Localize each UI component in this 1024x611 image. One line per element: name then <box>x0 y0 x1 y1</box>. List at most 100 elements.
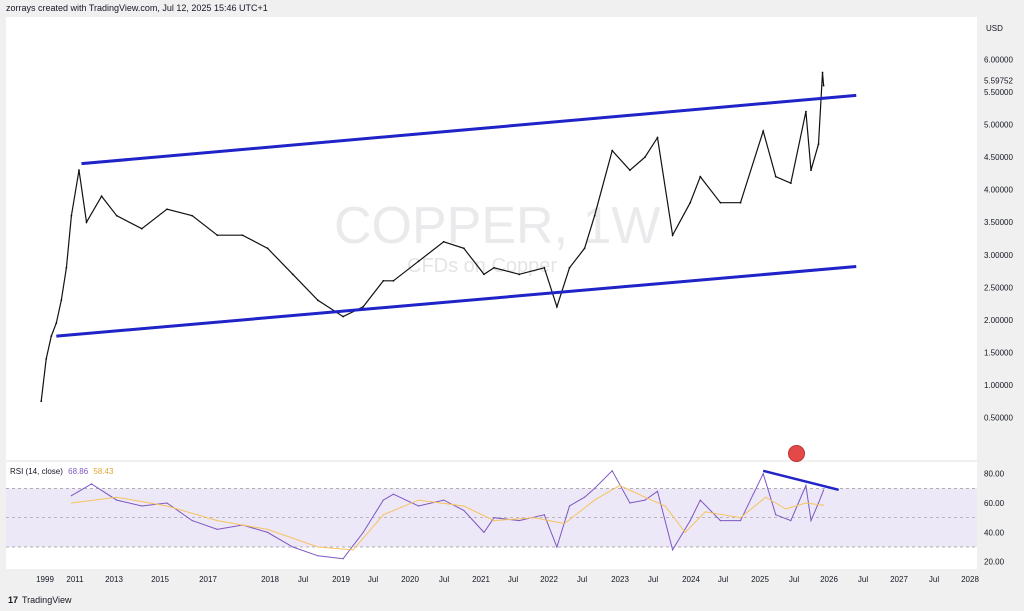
price-series-line <box>40 72 825 402</box>
price-point-22 <box>392 279 395 282</box>
rsi-point-0-2 <box>116 499 118 501</box>
rsi-point-0-16 <box>443 499 445 501</box>
rsi-value: 68.86 <box>68 467 89 476</box>
x-tick-label: 2028 <box>961 575 979 584</box>
rsi-divergence-line <box>762 469 839 492</box>
rsi-tick-label: 60.00 <box>984 499 1005 508</box>
x-tick-label: 2018 <box>261 575 279 584</box>
price-point-4 <box>60 299 63 302</box>
rsi-point-1-10 <box>493 520 495 522</box>
price-point-37 <box>656 136 659 139</box>
x-tick-label: 2011 <box>66 575 84 584</box>
rsi-point-0-28 <box>644 499 646 501</box>
price-tick-label: 3.00000 <box>984 251 1013 260</box>
rsi-series-1 <box>71 484 824 551</box>
rsi-point-0-25 <box>594 487 596 489</box>
rsi-legend: RSI (14, close) 68.86 58.43 <box>10 467 113 476</box>
x-tick-label: 2026 <box>820 575 838 584</box>
price-point-27 <box>493 266 495 269</box>
rsi-point-0-6 <box>216 528 218 531</box>
rsi-point-1-3 <box>216 520 218 522</box>
rsi-point-0-4 <box>166 502 168 504</box>
channel-lower-line <box>56 264 857 338</box>
rsi-point-1-0 <box>70 502 73 504</box>
rsi-point-1-18 <box>704 511 706 513</box>
currency-label: USD <box>986 24 1003 33</box>
rsi-point-1-1 <box>116 496 118 498</box>
rsi-point-0-10 <box>317 555 319 557</box>
price-point-25 <box>462 247 465 250</box>
rsi-point-1-9 <box>463 505 465 507</box>
price-point-15 <box>241 234 244 237</box>
rsi-point-0-36 <box>775 514 777 516</box>
price-point-43 <box>762 130 765 133</box>
rsi-tick-label: 20.00 <box>984 558 1005 567</box>
watermark-subtitle: CFDs on Copper <box>407 255 558 277</box>
rsi-point-1-8 <box>417 499 420 501</box>
price-point-12 <box>166 208 168 211</box>
price-point-47 <box>810 169 812 172</box>
price-tick-label: 0.50000 <box>984 413 1013 422</box>
price-point-35 <box>628 169 631 172</box>
rsi-point-0-5 <box>191 520 193 522</box>
rsi-point-0-29 <box>656 490 659 492</box>
x-tick-label: 1999 <box>36 575 54 584</box>
rsi-chart <box>6 469 977 560</box>
rsi-point-1-22 <box>805 502 807 504</box>
price-tick-label: 2.00000 <box>984 316 1013 325</box>
x-tick-label: 2020 <box>401 575 419 584</box>
rsi-point-0-30 <box>672 549 674 551</box>
x-tick-label: Jul <box>718 575 728 584</box>
rsi-point-1-15 <box>644 496 646 498</box>
price-point-2 <box>50 335 53 338</box>
price-point-34 <box>611 149 614 152</box>
rsi-point-1-16 <box>664 505 666 507</box>
rsi-point-0-3 <box>141 505 143 507</box>
price-tick-label: 3.50000 <box>984 218 1013 227</box>
price-point-17 <box>291 273 294 276</box>
rsi-point-0-1 <box>90 483 93 485</box>
rsi-point-0-22 <box>556 546 558 548</box>
rsi-point-0-37 <box>790 520 792 522</box>
price-tick-label: 1.00000 <box>984 381 1013 390</box>
rsi-point-1-5 <box>317 546 319 548</box>
price-point-33 <box>593 214 596 217</box>
price-tick-label: 1.50000 <box>984 348 1013 357</box>
footer-brand[interactable]: 17 TradingView <box>8 595 72 605</box>
price-point-44 <box>774 175 777 178</box>
price-point-32 <box>583 247 586 250</box>
price-point-28 <box>518 273 521 276</box>
us-flag-icon[interactable] <box>788 445 805 462</box>
rsi-point-0-27 <box>629 502 631 504</box>
price-tick-label: 5.00000 <box>984 121 1013 130</box>
rsi-point-0-9 <box>292 546 294 548</box>
rsi-point-1-2 <box>166 505 168 507</box>
price-point-45 <box>789 182 792 185</box>
rsi-point-1-19 <box>739 517 742 519</box>
rsi-point-1-20 <box>765 496 767 498</box>
price-panel <box>6 17 977 460</box>
price-tick-label: 4.00000 <box>984 186 1013 195</box>
rsi-point-0-18 <box>483 531 485 533</box>
x-tick-label: 2027 <box>890 575 908 584</box>
price-point-1 <box>45 357 48 360</box>
rsi-point-1-14 <box>619 484 621 487</box>
rsi-point-0-19 <box>493 517 495 519</box>
x-tick-label: 2019 <box>332 575 350 584</box>
footer-brand-label: TradingView <box>22 595 72 605</box>
x-tick-label: 2015 <box>151 575 169 584</box>
price-point-21 <box>382 279 385 282</box>
rsi-point-0-26 <box>611 470 613 472</box>
header-caption: zorrays created with TradingView.com, Ju… <box>6 3 268 13</box>
price-tick-label: 4.50000 <box>984 153 1013 162</box>
price-tick-label: 2.50000 <box>984 283 1013 292</box>
rsi-point-0-0 <box>70 495 73 497</box>
rsi-point-0-13 <box>382 499 384 501</box>
rsi-point-0-34 <box>739 520 742 522</box>
rsi-point-0-12 <box>362 531 364 533</box>
x-tick-label: Jul <box>929 575 939 584</box>
rsi-point-0-40 <box>817 502 820 504</box>
rsi-label: RSI (14, close) <box>10 467 63 476</box>
price-point-18 <box>317 299 319 302</box>
